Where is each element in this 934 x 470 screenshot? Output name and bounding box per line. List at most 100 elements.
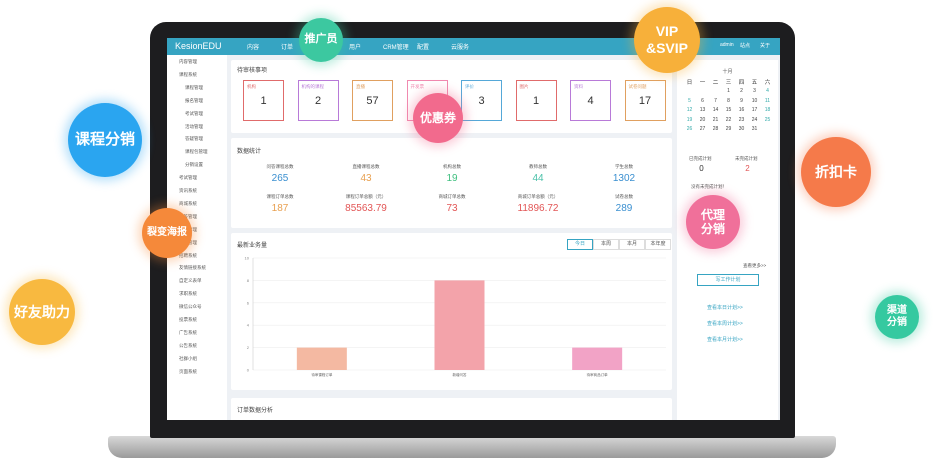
sidebar-item[interactable]: 微信公众号 bbox=[179, 304, 202, 310]
nav-item[interactable]: 配置 bbox=[417, 45, 430, 51]
calendar-day[interactable]: 27 bbox=[699, 126, 706, 132]
pending-card[interactable]: 机构的课程 2 bbox=[297, 80, 339, 121]
calendar-day[interactable]: 8 bbox=[727, 97, 730, 104]
sidebar-item[interactable]: 公告系统 bbox=[179, 342, 197, 348]
calendar-day[interactable]: 22 bbox=[725, 116, 732, 123]
chart-panel: 最新业务量 今日 本周 本月 本年度 0 2 4 6 8 10 待审课程订单 新增问答 待审商品订单 bbox=[231, 233, 672, 390]
calendar-day[interactable]: 6 bbox=[701, 97, 704, 104]
pending-card[interactable]: 机构 1 bbox=[243, 80, 284, 121]
nav-item[interactable]: 云服务 bbox=[451, 45, 470, 51]
sidebar-item[interactable]: 课程系统 bbox=[179, 71, 197, 77]
calendar-day[interactable]: 23 bbox=[738, 116, 745, 123]
pending-card[interactable]: 资料 4 bbox=[570, 80, 611, 121]
sidebar-item[interactable]: 自定义表单 bbox=[179, 278, 202, 284]
pending-label: 直播 bbox=[356, 84, 365, 89]
sidebar-item[interactable]: 求职系统 bbox=[179, 291, 197, 297]
calendar-day[interactable]: 21 bbox=[712, 116, 719, 123]
calendar-day[interactable]: 13 bbox=[699, 107, 706, 113]
calendar-day[interactable]: 28 bbox=[712, 126, 719, 132]
sidebar-item[interactable]: 考试管理 bbox=[185, 110, 203, 116]
nav-right[interactable]: 站点 bbox=[740, 43, 751, 49]
sidebar-item[interactable]: 问答管理 bbox=[179, 213, 197, 219]
badge-text: 渠道 bbox=[887, 305, 907, 316]
stat-label: 商城订单总数 bbox=[438, 194, 466, 199]
plan-link[interactable]: 查看本月计划>> bbox=[707, 337, 743, 343]
sidebar-item[interactable]: 投票系统 bbox=[179, 317, 197, 322]
badge-text: 分销 bbox=[700, 222, 725, 236]
calendar-day[interactable]: 5 bbox=[688, 97, 691, 104]
sidebar-item[interactable]: 内容管理 bbox=[179, 59, 197, 64]
sidebar-item[interactable]: 招聘系统 bbox=[179, 252, 197, 258]
badge-text: VIP bbox=[655, 23, 679, 40]
sidebar-item[interactable]: 友情链接系统 bbox=[179, 265, 206, 271]
nav-item[interactable]: 内容 bbox=[247, 45, 260, 51]
more-link[interactable]: 查看更多>> bbox=[743, 263, 767, 268]
pending-card[interactable]: 图片 1 bbox=[515, 80, 557, 121]
chart-tab[interactable]: 本周 bbox=[593, 239, 619, 250]
calendar-day[interactable]: 10 bbox=[751, 97, 758, 104]
nav-right[interactable]: admin bbox=[720, 42, 734, 48]
logo: KesionEDU bbox=[175, 41, 222, 51]
calendar-day[interactable]: 7 bbox=[714, 97, 717, 104]
sidebar-item[interactable]: 课程管理 bbox=[185, 84, 203, 90]
pending-value: 1 bbox=[532, 95, 540, 107]
calendar-day[interactable]: 31 bbox=[751, 126, 758, 132]
sidebar-item[interactable]: 答疑管理 bbox=[185, 136, 203, 142]
sidebar-item[interactable]: 社群小组 bbox=[179, 355, 197, 361]
sidebar-item[interactable]: 活动管理 bbox=[185, 123, 203, 129]
calendar-day[interactable]: 11 bbox=[764, 97, 771, 104]
calendar-day[interactable]: 3 bbox=[753, 88, 756, 94]
sidebar-item[interactable]: 报名管理 bbox=[185, 97, 203, 103]
sidebar-item[interactable]: 资讯系统 bbox=[179, 188, 197, 193]
calendar-day[interactable]: 15 bbox=[725, 107, 732, 113]
badge: 优惠券 bbox=[413, 93, 463, 143]
calendar-day[interactable]: 9 bbox=[740, 97, 743, 104]
calendar-day[interactable]: 24 bbox=[751, 116, 758, 123]
chart-tab[interactable]: 本年度 bbox=[645, 239, 671, 250]
calendar-day[interactable]: 29 bbox=[725, 126, 732, 132]
calendar-day[interactable]: 25 bbox=[764, 116, 771, 123]
pending-label: 图片 bbox=[519, 84, 529, 89]
pending-value: 17 bbox=[638, 95, 652, 107]
stat-value: 289 bbox=[615, 203, 633, 214]
calendar-day[interactable]: 17 bbox=[751, 107, 758, 113]
calendar-day[interactable]: 16 bbox=[738, 107, 745, 113]
calendar-day[interactable]: 4 bbox=[766, 88, 769, 94]
sidebar-item[interactable]: 分销设置 bbox=[185, 162, 203, 168]
badge: VIP &SVIP bbox=[634, 7, 700, 73]
calendar-day[interactable]: 2 bbox=[740, 88, 743, 94]
pending-card[interactable]: 直播 57 bbox=[352, 80, 393, 121]
calendar-day[interactable]: 30 bbox=[738, 126, 745, 132]
sidebar-item[interactable]: 考试管理 bbox=[179, 175, 197, 181]
badge-text: 推广员 bbox=[304, 33, 338, 46]
chart-tab[interactable]: 本月 bbox=[619, 239, 645, 250]
calendar-day[interactable]: 18 bbox=[764, 107, 771, 113]
plan-link[interactable]: 查看本日计划>> bbox=[707, 305, 743, 311]
badge-text: 分销 bbox=[887, 317, 907, 328]
chart-tab[interactable]: 今日 bbox=[567, 239, 593, 250]
sidebar-item[interactable]: 广告系统 bbox=[179, 329, 197, 335]
pending-card[interactable]: 评价 3 bbox=[461, 80, 502, 121]
y-tick-label: 8 bbox=[247, 278, 250, 283]
nav-right[interactable]: 关于 bbox=[760, 43, 771, 49]
pending-card[interactable]: 试卷问题 17 bbox=[624, 80, 666, 121]
stat-value: 44 bbox=[532, 173, 544, 184]
stat-label: 商城订单总额（元） bbox=[517, 194, 559, 199]
calendar-day[interactable]: 14 bbox=[712, 107, 719, 113]
nav-item[interactable]: 用户 bbox=[349, 45, 362, 51]
sidebar-item[interactable]: 商城系统 bbox=[179, 200, 197, 206]
nav-item[interactable]: CRM管理 bbox=[383, 45, 409, 51]
nav-item[interactable]: 订单 bbox=[281, 45, 294, 51]
sidebar-item[interactable]: 课程包管理 bbox=[185, 149, 208, 155]
calendar-day[interactable]: 19 bbox=[686, 116, 693, 123]
calendar-day[interactable]: 26 bbox=[686, 126, 693, 132]
write-plan-button[interactable]: 写工作计划 bbox=[697, 274, 759, 286]
sidebar-item[interactable]: 页面系统 bbox=[179, 368, 197, 374]
calendar-day[interactable]: 12 bbox=[686, 107, 693, 113]
calendar-day[interactable]: 1 bbox=[727, 88, 730, 94]
stat-label: 课程订单总数 bbox=[266, 194, 294, 199]
calendar-day[interactable]: 20 bbox=[699, 116, 706, 123]
plan-link[interactable]: 查看本周计划>> bbox=[707, 321, 743, 327]
weekday: 六 bbox=[764, 80, 771, 86]
pending-label: 评价 bbox=[465, 84, 474, 89]
